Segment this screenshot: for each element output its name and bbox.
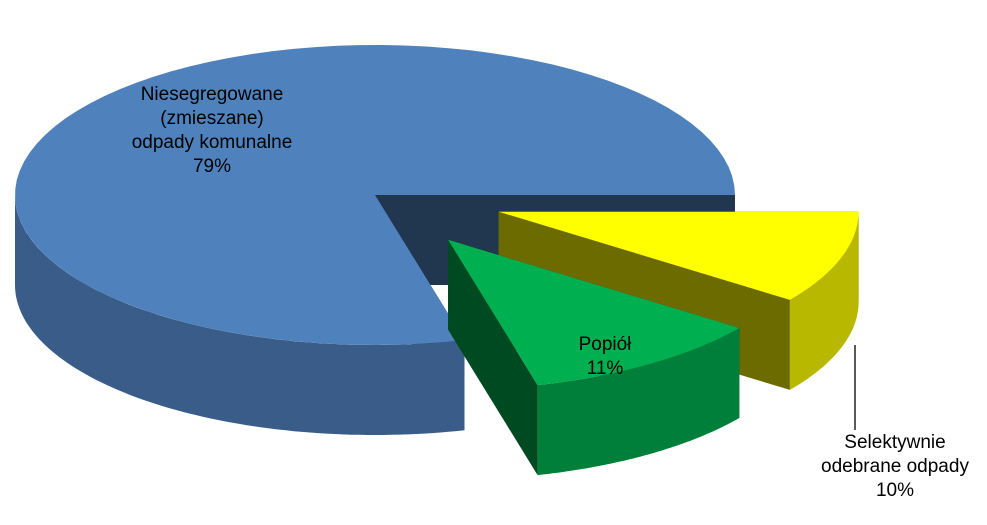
- slice-top: [15, 45, 736, 345]
- slice-label: Niesegregowane (zmieszane) odpady komunaln…: [132, 84, 293, 153]
- slice-label: Selektywnie odebrane odpady: [821, 432, 969, 477]
- slice-inner-wall: [448, 239, 538, 476]
- value-label: 10%: [876, 480, 914, 501]
- slice: [448, 239, 740, 476]
- slice-label: Popiół: [579, 334, 633, 355]
- slice-side: [537, 328, 740, 476]
- slice-top: [498, 211, 859, 300]
- slice-side: [789, 211, 859, 390]
- slice-top: [448, 239, 740, 386]
- slice-side: [15, 195, 465, 435]
- value-label: 79%: [193, 156, 231, 177]
- value-label: 11%: [587, 358, 624, 379]
